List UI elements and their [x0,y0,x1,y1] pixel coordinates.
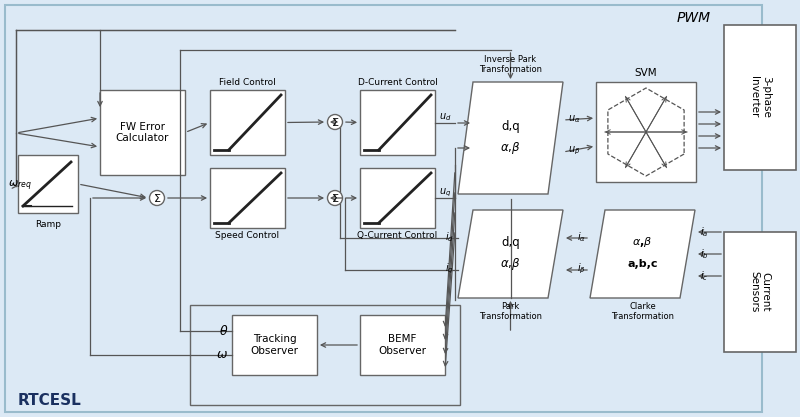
Text: $i_\alpha$: $i_\alpha$ [577,230,586,244]
FancyBboxPatch shape [360,315,445,375]
Text: $i_a$: $i_a$ [700,225,708,239]
Text: RTCESL: RTCESL [18,393,82,408]
Text: a,b,c: a,b,c [627,259,658,269]
Polygon shape [590,210,695,298]
Text: SVM: SVM [634,68,658,78]
Text: D-Current Control: D-Current Control [358,78,438,87]
Text: $i_b$: $i_b$ [700,247,709,261]
Text: Clarke
Transformation: Clarke Transformation [611,302,674,322]
Text: $i_\beta$: $i_\beta$ [577,262,586,276]
FancyBboxPatch shape [360,168,435,228]
Text: $\Sigma$: $\Sigma$ [153,192,161,204]
FancyBboxPatch shape [100,90,185,175]
Polygon shape [458,210,563,298]
Text: $\alpha$,$\beta$: $\alpha$,$\beta$ [500,140,521,156]
Text: Current
Sensors: Current Sensors [750,271,770,313]
Text: $\alpha$,$\beta$: $\alpha$,$\beta$ [500,256,521,272]
Text: $\alpha$,$\beta$: $\alpha$,$\beta$ [632,235,653,249]
FancyBboxPatch shape [724,232,796,352]
Text: Field Control: Field Control [219,78,276,87]
Text: $u_q$: $u_q$ [439,187,451,199]
Text: Park
Transformation: Park Transformation [479,302,542,322]
FancyBboxPatch shape [210,90,285,155]
Text: $\theta$: $\theta$ [218,324,228,338]
Text: $i_q$: $i_q$ [446,262,454,276]
FancyBboxPatch shape [18,155,78,213]
FancyBboxPatch shape [232,315,317,375]
FancyBboxPatch shape [5,5,762,412]
Text: $\omega_{req}$: $\omega_{req}$ [8,179,32,193]
Text: 3-phase
Inverter: 3-phase Inverter [750,76,770,118]
FancyBboxPatch shape [724,25,796,170]
Text: Q-Current Control: Q-Current Control [358,231,438,240]
Circle shape [327,115,342,130]
Text: Ramp: Ramp [35,220,61,229]
Text: d,q: d,q [501,236,520,249]
Text: PWM: PWM [677,11,711,25]
Text: Speed Control: Speed Control [215,231,279,240]
Polygon shape [458,82,563,194]
FancyBboxPatch shape [360,90,435,155]
Text: $i_d$: $i_d$ [445,230,454,244]
Text: FW Error
Calculator: FW Error Calculator [116,122,169,143]
Circle shape [327,191,342,206]
Text: $i_c$: $i_c$ [700,269,708,283]
Text: $\Sigma$: $\Sigma$ [331,192,339,204]
Text: BEMF
Observer: BEMF Observer [378,334,426,356]
Text: $u_d$: $u_d$ [439,112,451,123]
FancyBboxPatch shape [596,82,696,182]
Text: d,q: d,q [501,120,520,133]
Text: Inverse Park
Transformation: Inverse Park Transformation [479,55,542,74]
Text: $\omega$: $\omega$ [216,349,228,362]
Circle shape [150,191,165,206]
Text: Tracking
Observer: Tracking Observer [250,334,298,356]
Text: $u_\beta$: $u_\beta$ [568,145,580,157]
FancyBboxPatch shape [210,168,285,228]
Text: $u_\alpha$: $u_\alpha$ [568,113,581,125]
Text: $\Sigma$: $\Sigma$ [331,116,339,128]
